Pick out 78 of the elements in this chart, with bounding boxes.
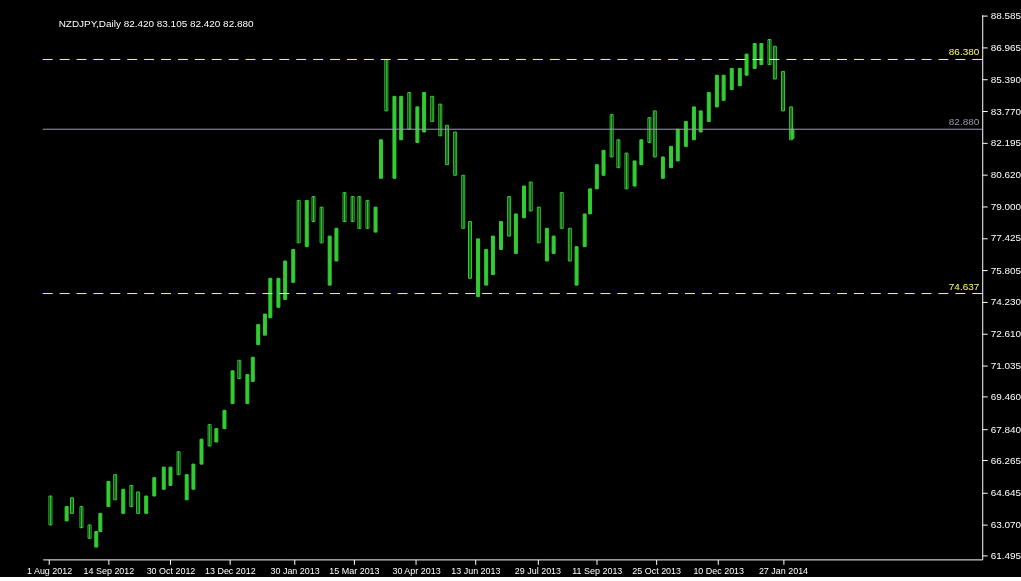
x-tick-label: 25 Oct 2013 [632, 565, 682, 576]
y-tick-label: 75.805 [990, 264, 1021, 276]
chart-title: NZDJPY,Daily 82.420 83.105 82.420 82.880 [58, 17, 254, 29]
candlestick [152, 477, 157, 497]
candlestick [461, 174, 466, 229]
candlestick [759, 43, 764, 66]
candlestick [780, 70, 785, 112]
candlestick [430, 95, 435, 122]
candlestick [113, 474, 118, 501]
candlestick [48, 495, 53, 526]
candlestick [237, 359, 242, 380]
x-tick-label: 29 Jul 2013 [514, 565, 562, 576]
x-tick-label: 13 Jun 2013 [451, 565, 501, 576]
y-tick-label: 79.000 [990, 201, 1021, 213]
candlestick [559, 192, 564, 229]
candlestick [296, 199, 301, 244]
candlestick [616, 139, 621, 169]
candlestick [445, 124, 450, 166]
y-tick-label: 69.460 [990, 391, 1021, 403]
candlestick [567, 227, 572, 262]
candlestick [319, 206, 324, 244]
ref-line-label: 74.637 [948, 280, 980, 292]
candlestick [528, 181, 533, 212]
candlestick [453, 131, 458, 176]
x-tick-label: 15 Mar 2013 [329, 565, 380, 576]
candlestick [350, 196, 355, 223]
candlestick [87, 524, 92, 539]
candlestick [256, 324, 261, 346]
candlestick [744, 53, 749, 76]
x-tick-label: 13 Dec 2012 [205, 565, 256, 576]
y-tick-label: 66.265 [990, 454, 1021, 466]
y-tick-label: 86.965 [990, 42, 1021, 54]
candlestick [129, 484, 134, 508]
x-tick-label: 30 Oct 2012 [146, 565, 196, 576]
y-tick-label: 83.770 [990, 105, 1021, 117]
y-tick-label: 80.620 [990, 168, 1021, 180]
y-tick-label: 85.390 [990, 73, 1021, 85]
ref-line-label: 86.380 [948, 46, 980, 58]
x-tick-label: 14 Sep 2012 [83, 565, 135, 576]
y-tick-label: 67.840 [990, 423, 1021, 435]
x-tick-label: 30 Apr 2013 [392, 565, 441, 576]
y-tick-label: 63.070 [990, 518, 1021, 530]
candlestick [311, 196, 316, 223]
y-tick-label: 88.585 [990, 9, 1021, 21]
ref-line-label: 82.880 [948, 116, 980, 128]
candlestick [357, 196, 362, 229]
y-tick-label: 71.035 [990, 359, 1021, 371]
y-tick-label: 82.195 [990, 137, 1021, 149]
candlestick [468, 221, 472, 279]
candlestick [729, 67, 734, 91]
y-tick-label: 64.645 [990, 487, 1021, 499]
candlestick [660, 156, 665, 179]
candlestick [609, 114, 614, 158]
candlestick [222, 409, 227, 430]
x-tick-label: 27 Jan 2014 [758, 565, 809, 576]
candlestick [669, 145, 673, 169]
candlestick [342, 192, 347, 223]
candlestick [136, 491, 141, 514]
y-tick-label: 72.610 [990, 328, 1021, 340]
y-tick-label: 74.230 [990, 296, 1021, 308]
candlestick [79, 506, 84, 529]
candlestick [536, 206, 541, 244]
candlestick [207, 424, 212, 447]
y-tick-label: 77.425 [990, 232, 1021, 244]
candlestick [407, 92, 412, 130]
y-tick-label: 61.495 [990, 550, 1021, 561]
candlestick [176, 451, 181, 476]
x-tick-label: 11 Sep 2013 [572, 565, 623, 576]
candlestick [507, 196, 512, 237]
candlestick [384, 58, 389, 112]
candlestick [161, 466, 166, 490]
candlestick [365, 199, 370, 229]
x-tick-label: 1 Aug 2012 [26, 565, 73, 576]
candlestick [438, 103, 443, 137]
candlestick [168, 466, 173, 486]
candlestick [624, 152, 629, 190]
x-tick-label: 10 Dec 2013 [693, 565, 745, 576]
x-tick-label: 30 Jan 2013 [270, 565, 320, 576]
